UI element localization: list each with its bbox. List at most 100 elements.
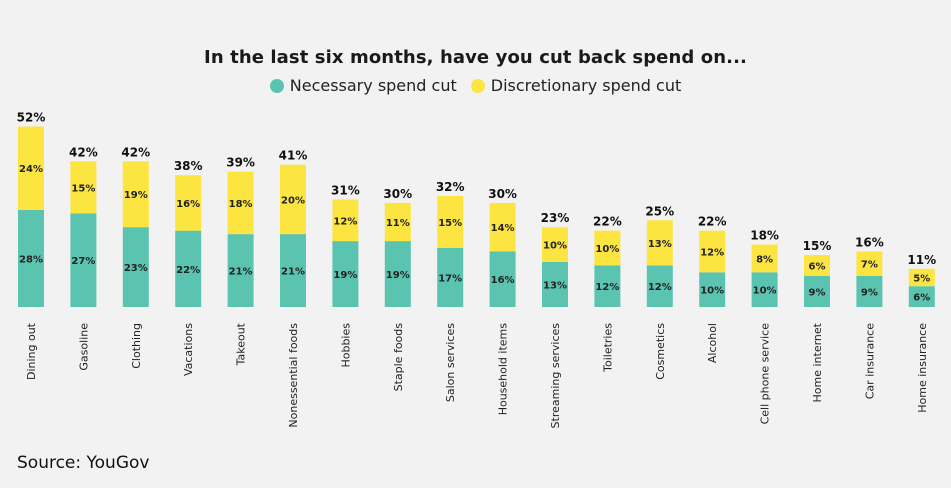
bar-segment-discretionary [122,161,149,228]
total-label: 11% [907,253,936,267]
bar-segment-necessary [751,272,778,307]
total-label: 22% [698,215,727,229]
bar-segment-discretionary [646,220,673,266]
chart-title: In the last six months, have you cut bac… [204,47,747,68]
data-label-discretionary: 7% [861,260,878,271]
total-label: 15% [803,239,832,253]
data-label-necessary: 21% [229,267,253,278]
category-label: Staple foods [392,323,405,392]
data-label-necessary: 19% [333,270,357,281]
bar-segment-necessary [384,241,411,307]
data-label-necessary: 12% [595,282,619,293]
bar-segment-necessary [908,286,935,307]
bar-segment-discretionary [332,199,359,242]
legend-swatch-necessary [269,78,284,93]
category-label: Streaming services [549,323,562,429]
data-label-discretionary: 19% [124,190,148,201]
data-label-discretionary: 6% [809,261,826,272]
bar-segment-discretionary [384,202,411,242]
data-label-discretionary: 11% [386,218,410,229]
data-label-discretionary: 13% [648,239,672,250]
bar-segment-necessary [70,213,97,307]
category-label: Home insurance [916,323,929,413]
bar-segment-necessary [122,227,149,307]
bar-segment-discretionary [804,254,830,276]
bar-segment-discretionary [18,126,44,210]
data-label-discretionary: 10% [595,244,619,255]
total-label: 25% [645,204,674,218]
bar-segment-necessary [175,230,202,307]
bar-segment-discretionary [437,195,464,249]
bar-segment-discretionary [280,164,306,235]
data-label-necessary: 16% [491,275,515,286]
total-label: 42% [69,145,98,159]
bar-segment-discretionary [175,175,202,231]
total-label: 32% [436,180,465,194]
data-label-discretionary: 16% [176,199,200,210]
total-label: 18% [750,229,779,243]
data-label-necessary: 17% [438,274,462,285]
category-label: Alcohol [706,323,719,363]
total-label: 30% [383,187,412,201]
legend-item-discretionary: Discretionary spend cut [470,76,682,95]
bar-segment-discretionary [699,230,726,273]
data-label-discretionary: 15% [438,218,462,229]
source-note: Source: YouGov [17,453,150,473]
bar-segment-necessary [489,251,516,307]
legend-label-necessary: Necessary spend cut [289,76,457,95]
category-label: Car insurance [863,323,876,399]
bar-segment-necessary [646,265,673,307]
bar-segment-necessary [18,209,44,307]
bar-segment-necessary [437,248,464,307]
total-label: 16% [855,235,884,249]
category-label: Toiletries [601,323,614,373]
data-label-necessary: 10% [753,286,777,297]
bar-segment-discretionary [751,244,778,273]
bar-segment-discretionary [594,230,621,266]
data-label-necessary: 9% [809,287,826,298]
legend: Necessary spend cut Discretionary spend … [0,76,951,95]
total-label: 41% [279,149,308,163]
total-label: 52% [17,111,46,125]
total-label: 39% [226,156,255,170]
data-label-necessary: 19% [386,270,410,281]
bar-segment-discretionary [227,171,254,235]
data-label-discretionary: 10% [543,241,567,252]
bar-segment-necessary [594,265,621,307]
data-label-necessary: 23% [124,263,148,274]
data-label-necessary: 28% [19,254,43,265]
legend-label-discretionary: Discretionary spend cut [490,76,682,95]
data-label-necessary: 22% [176,265,200,276]
data-label-necessary: 12% [648,282,672,293]
data-label-discretionary: 12% [333,216,357,227]
data-label-discretionary: 14% [491,223,515,234]
category-label: Household items [497,323,510,416]
bar-segment-necessary [542,261,568,307]
bar-segment-necessary [856,275,883,307]
total-label: 38% [174,159,203,173]
category-label: Cosmetics [654,323,667,380]
category-label: Clothing [130,323,143,369]
data-label-necessary: 9% [861,287,878,298]
category-label: Cell phone service [759,323,772,425]
data-label-discretionary: 18% [229,199,253,210]
category-label: Gasoline [77,323,90,371]
data-label-discretionary: 15% [71,183,95,194]
bar-segment-discretionary [856,251,883,276]
data-label-necessary: 27% [71,256,95,267]
data-label-necessary: 10% [700,286,724,297]
category-label: Dining out [25,322,38,380]
bar-segment-discretionary [908,268,935,287]
data-label-necessary: 6% [913,293,930,304]
data-label-discretionary: 8% [756,254,773,265]
bar-segment-discretionary [70,161,97,214]
category-label: Salon services [444,323,457,402]
data-label-discretionary: 20% [281,195,305,206]
data-label-discretionary: 12% [700,247,724,258]
bar-segment-necessary [804,275,830,307]
data-label-discretionary: 5% [913,274,930,285]
total-label: 22% [593,215,622,229]
bar-segment-necessary [280,234,306,307]
bar-segment-discretionary [542,227,568,262]
